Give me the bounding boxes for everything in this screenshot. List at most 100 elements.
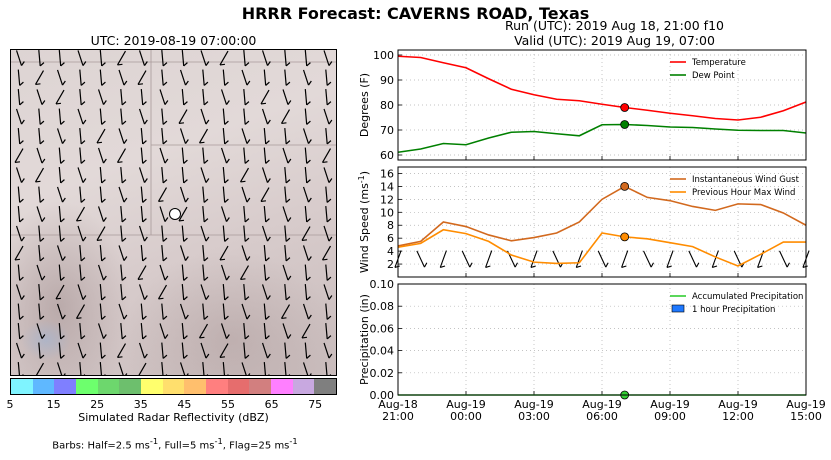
wind-barb (178, 109, 188, 125)
wind-barb (140, 205, 147, 223)
wind-barb (161, 303, 168, 320)
wind-barb (325, 186, 332, 203)
wind-barb (99, 244, 106, 262)
wind-barb (118, 69, 128, 86)
wind-barb (688, 250, 700, 268)
wind-barb (178, 206, 188, 222)
wind-barb (138, 342, 148, 359)
wind-barb (161, 69, 168, 86)
wind-barb (261, 108, 271, 125)
wind-barb (241, 303, 251, 320)
wind-barb (56, 303, 66, 320)
wind-barb (159, 264, 169, 281)
barb-legend-exp: -1 (289, 436, 298, 446)
wind-barb (323, 225, 333, 242)
wind-barb (323, 108, 333, 125)
wind-barb (284, 244, 291, 262)
terrain-shading (11, 200, 131, 375)
wind-barb (181, 147, 188, 164)
wind-barb (58, 264, 65, 281)
y-tick-label: 16 (380, 167, 394, 180)
wind-barb (116, 148, 127, 164)
wind-barb (220, 264, 230, 281)
wind-barb (157, 284, 168, 300)
wind-barb (243, 342, 250, 359)
wind-barb (200, 225, 210, 242)
reflectivity-map[interactable] (10, 49, 337, 376)
wind-barb (161, 361, 168, 375)
wind-barb (325, 127, 332, 145)
wind-barb (181, 166, 188, 184)
wind-barb (17, 205, 24, 223)
wind-barb (140, 186, 147, 203)
y-tick-label: 6 (387, 232, 394, 245)
wind-barb (161, 225, 168, 242)
legend-swatch (671, 304, 685, 313)
series-line (397, 228, 806, 267)
y-axis-label: Wind Speed (ms-1) (357, 171, 371, 273)
x-tick-label: Aug-19 (718, 398, 757, 411)
wind-barb (118, 303, 128, 320)
wind-barb (304, 205, 311, 223)
wind-barb (219, 343, 229, 359)
wind-barb (159, 89, 169, 105)
wind-barb (263, 361, 270, 375)
wind-barb (36, 147, 46, 164)
wind-barb (96, 226, 106, 242)
wind-barb (302, 186, 312, 203)
wind-barb (138, 108, 148, 125)
wind-barb (282, 147, 292, 164)
wind-barb (263, 69, 270, 86)
wind-barb (77, 284, 87, 300)
barb-legend-half: Barbs: Half=2.5 ms (52, 440, 150, 452)
colorbar-cell (206, 379, 228, 394)
wind-barb (120, 264, 127, 281)
wind-barb (304, 264, 311, 281)
wind-barb (241, 245, 251, 261)
y-tick-label: 0.08 (370, 300, 395, 313)
wind-barb (17, 322, 24, 340)
wind-barb (325, 361, 332, 375)
wind-barb (56, 186, 66, 203)
wind-barb (97, 89, 107, 105)
colorbar-label: Simulated Radar Reflectivity (dBZ) (78, 411, 269, 424)
wind-barb (159, 323, 169, 339)
x-tick-label: Aug-19 (786, 398, 825, 411)
current-time-marker (620, 103, 630, 112)
colorbar-cell (119, 379, 142, 394)
wind-barb (179, 69, 189, 86)
wind-barb (120, 322, 127, 340)
wind-barb (138, 167, 148, 183)
wind-barb (56, 245, 66, 261)
wind-barb (261, 50, 271, 66)
wind-barb (99, 342, 106, 359)
wind-barb (138, 50, 148, 66)
plot-frame (397, 49, 807, 161)
wind-barb (56, 128, 66, 144)
wind-barb (99, 283, 106, 301)
wind-barb (202, 264, 209, 281)
wind-barb (55, 284, 65, 300)
y-tick-label: 80 (380, 99, 394, 112)
wind-barb (161, 342, 168, 359)
colorbar-cell (54, 379, 77, 394)
colorbar-tick-label: 15 (46, 398, 61, 411)
page-title: HRRR Forecast: CAVERNS ROAD, Texas (241, 4, 590, 23)
wind-barb (220, 89, 230, 105)
wind-barb (261, 342, 271, 359)
wind-barb (58, 108, 65, 125)
legend-entry: 1 hour Precipitation (692, 305, 775, 315)
colorbar-cell (227, 379, 250, 394)
wind-barb (323, 50, 333, 66)
wind-barb (17, 69, 24, 86)
wind-barb-field (11, 50, 336, 375)
wind-barb (137, 362, 147, 375)
wind-barb (200, 167, 210, 183)
y-tick-label: 2 (387, 258, 394, 271)
wind-barb (321, 245, 332, 261)
wind-barb (17, 127, 24, 145)
x-tick-label: Aug-19 (582, 398, 621, 411)
wind-barb (325, 69, 332, 86)
wind-barb (323, 167, 333, 183)
